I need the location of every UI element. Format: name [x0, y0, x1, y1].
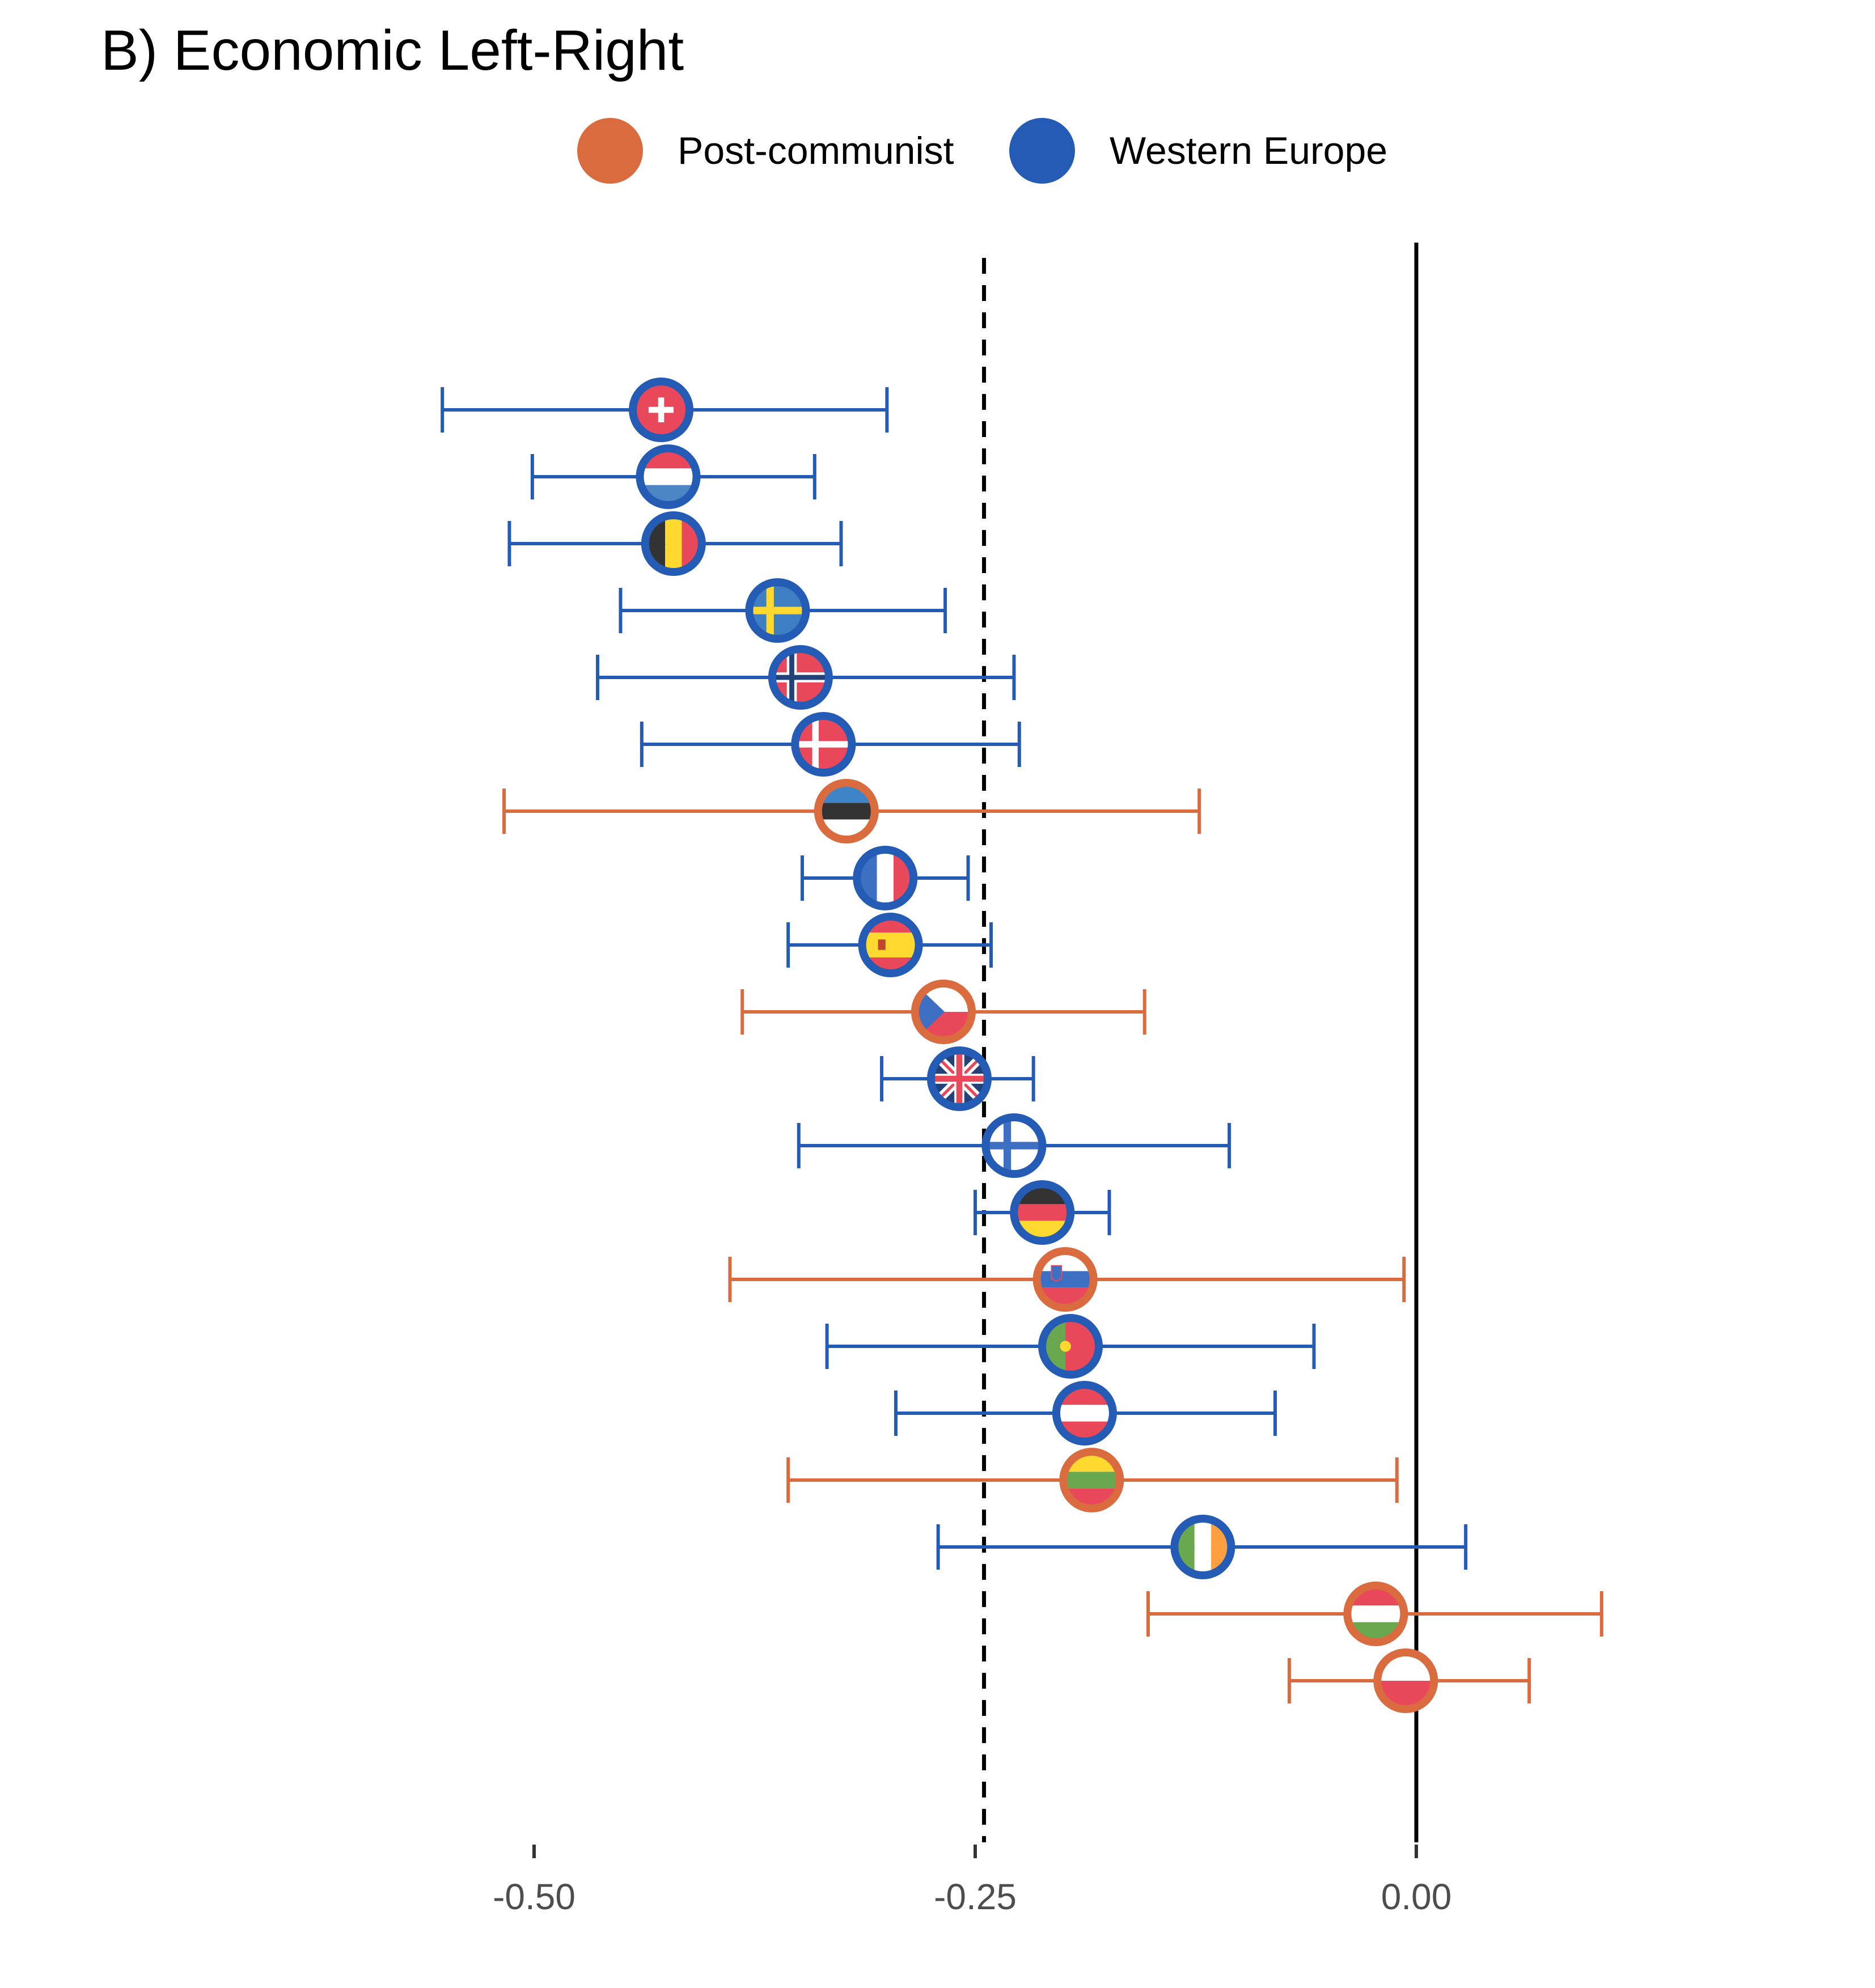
point-germany [1010, 1180, 1075, 1245]
point-switzerland [629, 378, 694, 442]
sweden-flag-icon [752, 586, 803, 635]
point-united-kingdom [926, 1046, 992, 1111]
x-tick-label: -0.25 [934, 1876, 1017, 1917]
point-estonia [814, 779, 879, 843]
norway-flag-icon [775, 652, 826, 702]
country-points [629, 378, 1438, 1713]
legend-swatch-western-europe [1009, 118, 1075, 184]
united-kingdom-flag-icon [934, 1054, 984, 1104]
x-tick-label: 0.00 [1381, 1876, 1452, 1917]
hungary-flag-icon [1351, 1589, 1401, 1639]
legend-label-post-communist: Post-communist [678, 129, 954, 172]
point-sweden [745, 578, 810, 643]
point-slovenia [1032, 1247, 1098, 1312]
switzerland-flag-icon [636, 385, 687, 435]
spain-flag-icon [865, 920, 916, 970]
x-tick-label: -0.50 [493, 1876, 575, 1917]
chart-title: B) Economic Left-Right [101, 19, 684, 82]
legend-label-western-europe: Western Europe [1110, 129, 1387, 172]
point-austria [1052, 1381, 1117, 1446]
point-ireland [1170, 1515, 1235, 1579]
point-spain [858, 913, 923, 977]
point-finland [981, 1113, 1047, 1178]
point-france [853, 846, 918, 910]
point-netherlands [636, 444, 701, 509]
reference-lines [982, 243, 1419, 1842]
point-norway [768, 645, 833, 710]
point-denmark [791, 712, 856, 777]
point-lithuania [1059, 1448, 1124, 1512]
point-portugal [1038, 1314, 1103, 1379]
point-hungary [1343, 1582, 1408, 1646]
point-belgium [641, 511, 706, 576]
point-poland [1373, 1648, 1438, 1713]
denmark-flag-icon [798, 719, 849, 769]
x-axis: -0.50 -0.25 0.00 [493, 1845, 1451, 1917]
error-bars [441, 387, 1603, 1703]
point-czech-republic [911, 980, 976, 1044]
legend: Post-communist Western Europe [577, 118, 1387, 184]
portugal-flag-icon [1046, 1321, 1096, 1371]
ireland-flag-icon [1178, 1522, 1228, 1572]
legend-swatch-post-communist [577, 118, 643, 184]
finland-flag-icon [989, 1121, 1039, 1171]
